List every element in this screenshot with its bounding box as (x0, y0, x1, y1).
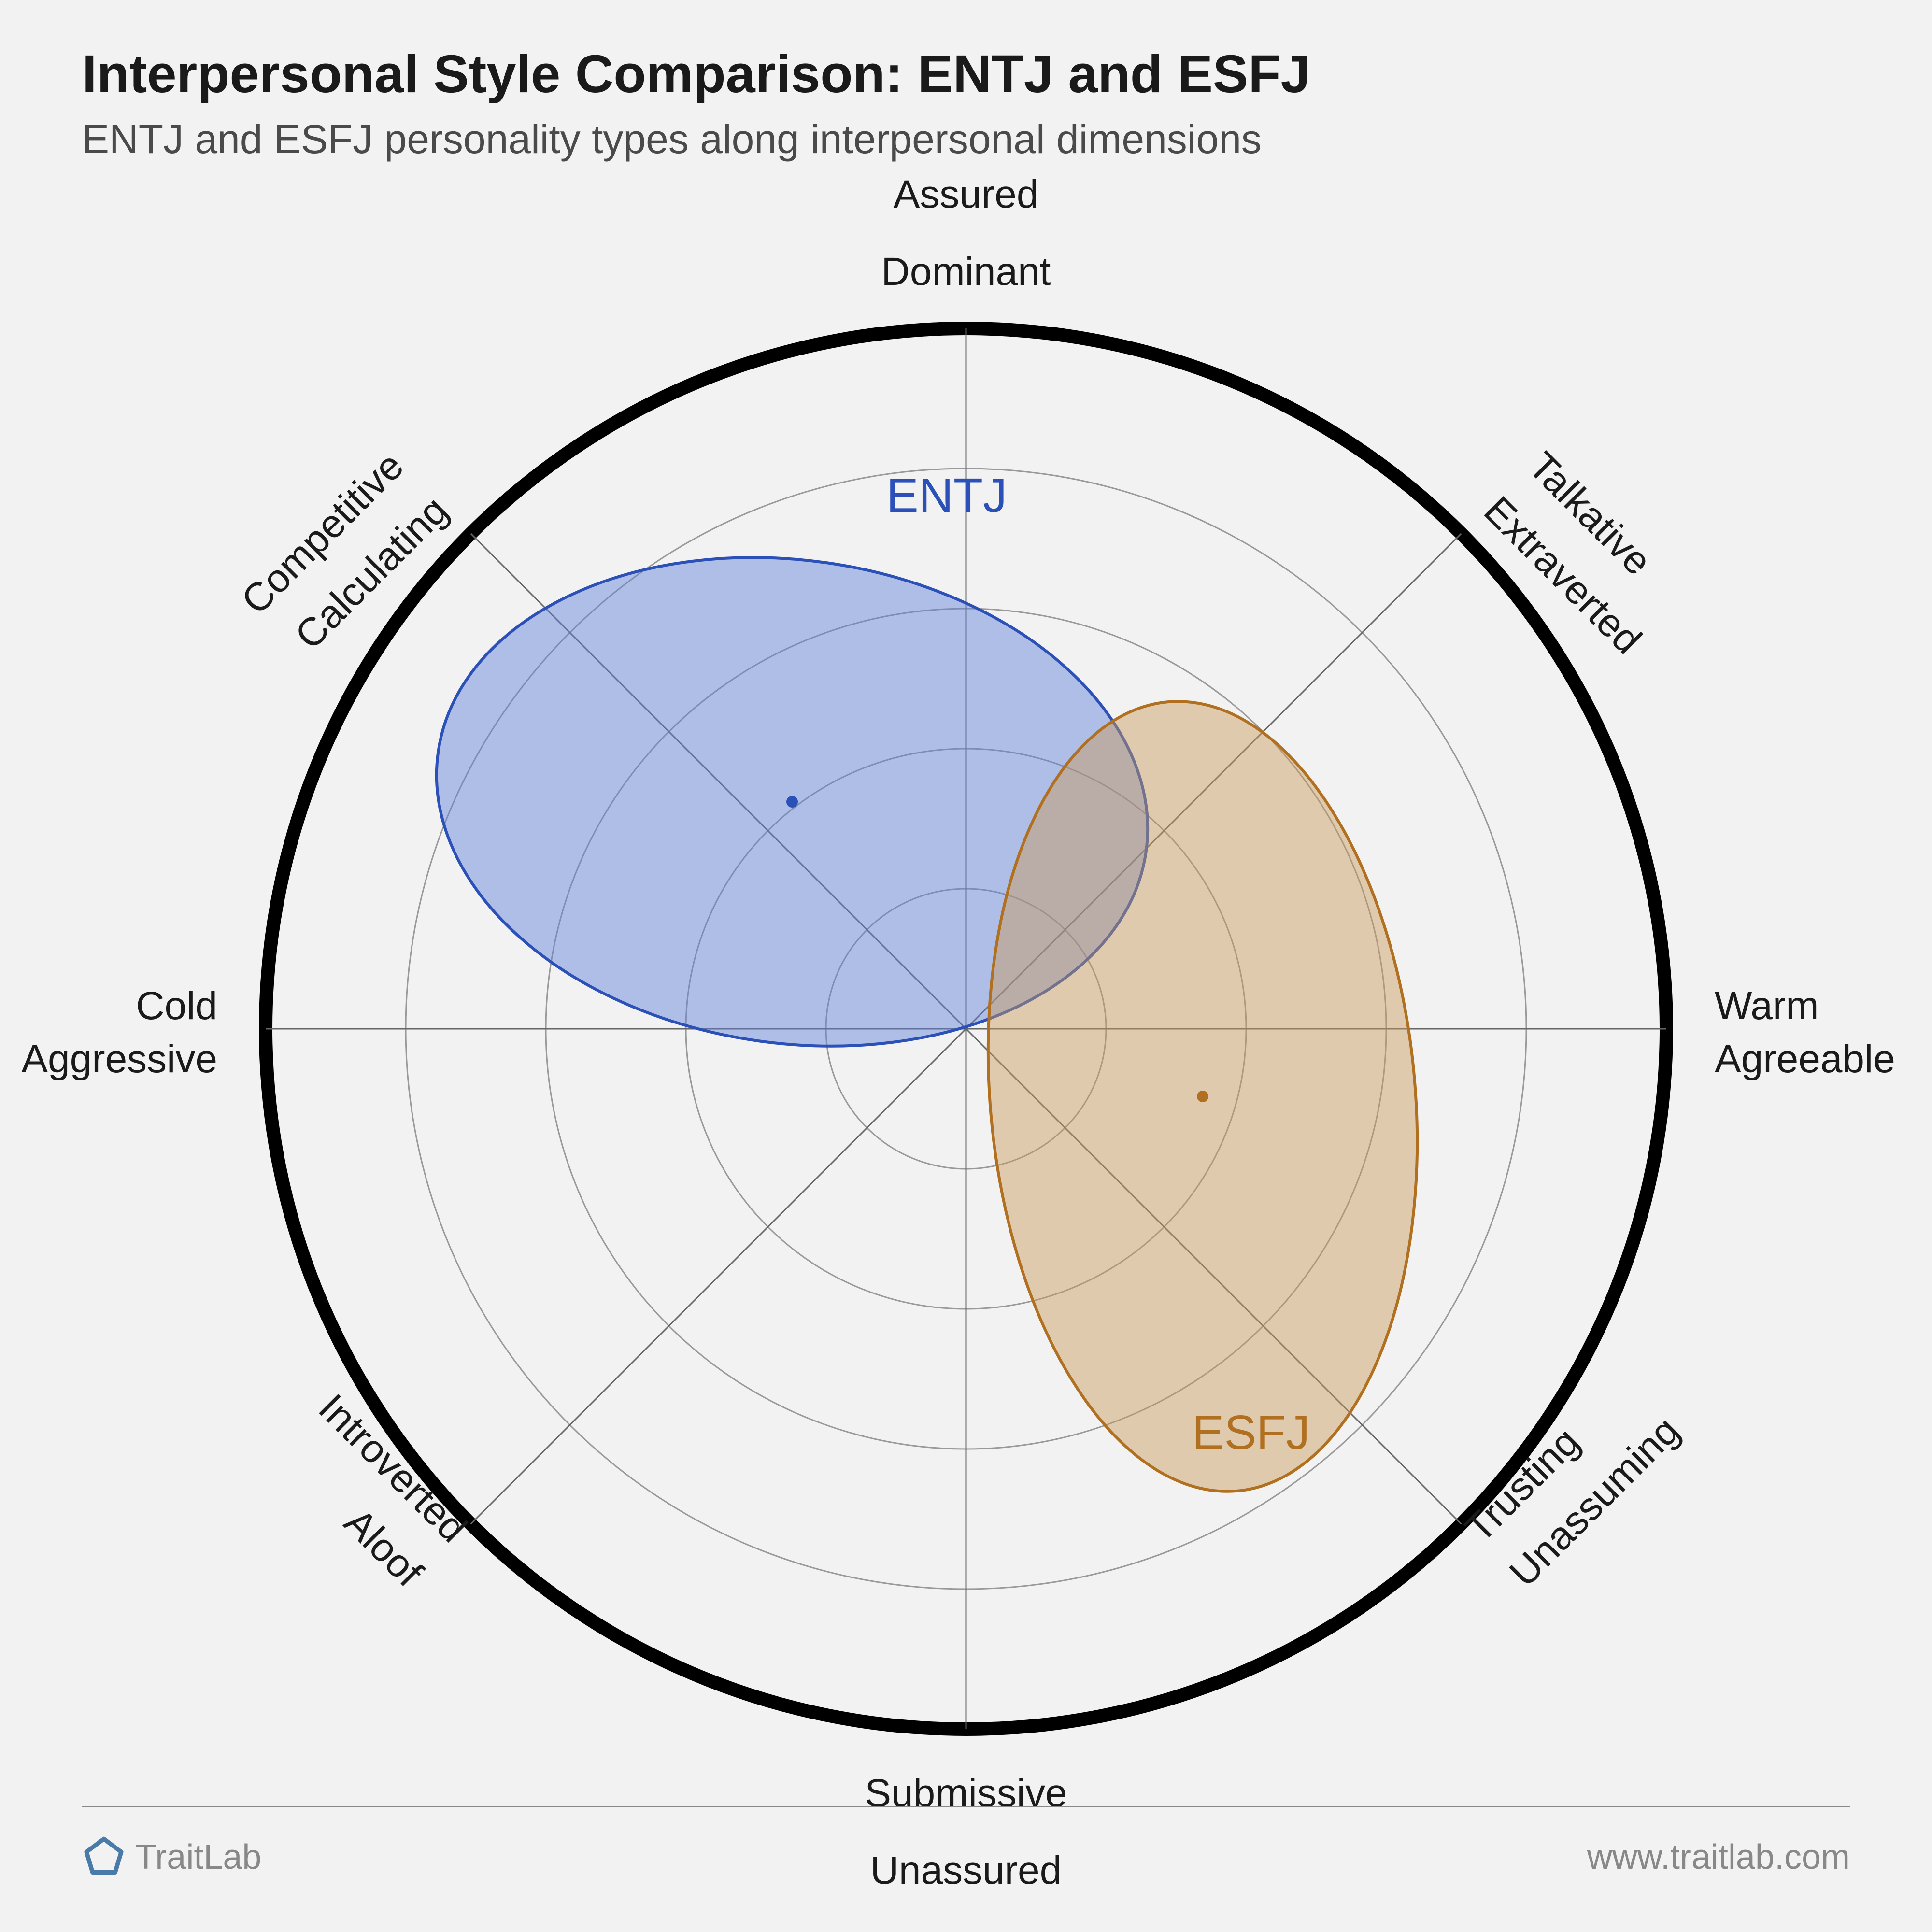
axis-label-outer: Cold (136, 984, 217, 1028)
axis-label-outer: Warm (1715, 984, 1819, 1028)
page: Interpersonal Style Comparison: ENTJ and… (0, 0, 1932, 1932)
footer: TraitLab www.traitlab.com (82, 1835, 1850, 1879)
axis-label-inner: Aggressive (21, 1037, 217, 1081)
series-center-entj (786, 796, 798, 808)
axis-label-inner: Dominant (881, 250, 1051, 294)
logo-icon (82, 1835, 126, 1879)
axis-label-inner: Submissive (865, 1771, 1067, 1815)
footer-divider (82, 1806, 1850, 1807)
circumplex-chart: AssuredDominantTalkativeExtravertedWarmA… (0, 0, 1932, 1932)
brand-name: TraitLab (135, 1837, 261, 1877)
axis-label-outer: Assured (894, 172, 1039, 216)
brand-logo: TraitLab (82, 1835, 261, 1879)
series-label-entj: ENTJ (886, 469, 1007, 523)
series-center-esfj (1197, 1091, 1208, 1102)
series-label-esfj: ESFJ (1192, 1406, 1310, 1460)
footer-url: www.traitlab.com (1587, 1837, 1850, 1877)
axis-label-inner: Agreeable (1715, 1037, 1895, 1081)
spoke (471, 1029, 966, 1524)
